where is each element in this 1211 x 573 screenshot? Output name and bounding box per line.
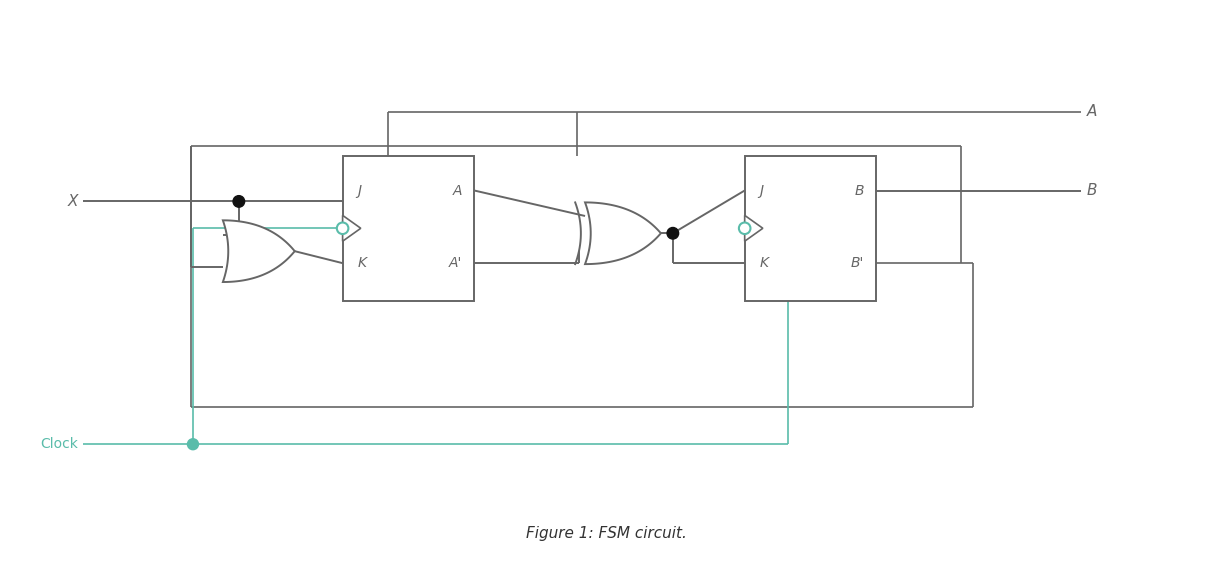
Polygon shape (223, 221, 294, 282)
Circle shape (337, 222, 349, 234)
Text: J: J (357, 183, 362, 198)
Text: B: B (855, 183, 865, 198)
Text: B: B (1087, 183, 1097, 198)
Bar (343, 156, 475, 301)
Polygon shape (745, 215, 763, 241)
Text: K: K (357, 256, 367, 270)
Text: Figure 1: FSM circuit.: Figure 1: FSM circuit. (526, 526, 687, 541)
Text: Clock: Clock (40, 437, 79, 451)
Polygon shape (343, 215, 361, 241)
Text: K: K (759, 256, 769, 270)
Text: A: A (1087, 104, 1097, 119)
Text: A': A' (449, 256, 463, 270)
Text: A: A (453, 183, 463, 198)
Text: X: X (68, 194, 79, 209)
Circle shape (188, 439, 199, 450)
Text: J: J (759, 183, 764, 198)
Bar (745, 156, 877, 301)
Circle shape (739, 222, 751, 234)
Text: B': B' (851, 256, 865, 270)
Circle shape (667, 227, 678, 239)
Circle shape (233, 195, 245, 207)
Polygon shape (585, 202, 661, 264)
